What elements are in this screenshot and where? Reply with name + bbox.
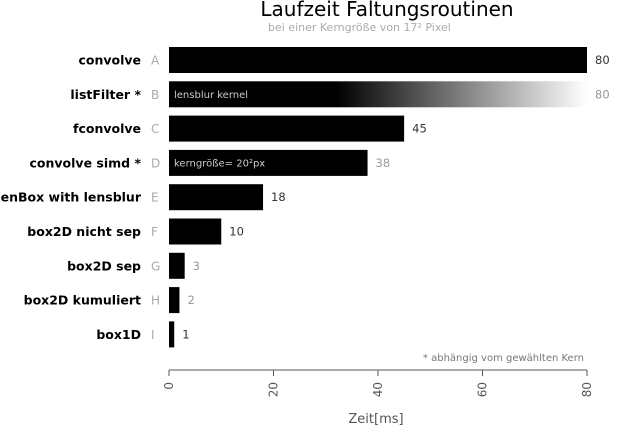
bar xyxy=(169,321,175,348)
x-tick-label: 60 xyxy=(476,382,490,397)
category-letter: E xyxy=(151,191,159,205)
category-label: convolve simd * xyxy=(30,155,142,170)
category-letter: C xyxy=(151,122,159,136)
category-label: box2D kumuliert xyxy=(24,293,141,308)
chart-title: Laufzeit Faltungsroutinen xyxy=(260,0,513,21)
value-label: 1 xyxy=(182,327,189,341)
value-label: 38 xyxy=(376,156,391,170)
bar xyxy=(169,184,264,211)
value-label: 3 xyxy=(193,259,200,273)
category-label: listFilter * xyxy=(70,87,141,102)
chart-note: * abhängig vom gewählten Kern xyxy=(423,353,584,364)
category-label: genBox with lensblur xyxy=(0,190,142,205)
category-letter: F xyxy=(151,225,158,239)
category-label: convolve xyxy=(78,53,141,68)
bar xyxy=(169,287,180,314)
value-label: 18 xyxy=(271,190,286,204)
category-letter: A xyxy=(151,54,160,68)
category-letter: I xyxy=(151,328,155,342)
category-letter: B xyxy=(151,88,159,102)
bar xyxy=(169,115,405,142)
bar xyxy=(169,81,587,108)
x-tick-label: 0 xyxy=(162,382,176,390)
bar xyxy=(169,149,368,176)
category-letter: H xyxy=(151,294,160,308)
value-label: 10 xyxy=(229,225,244,239)
category-label: box2D sep xyxy=(67,258,141,273)
category-label: box1D xyxy=(96,327,141,342)
value-label: 80 xyxy=(595,87,610,101)
x-tick-label: 20 xyxy=(267,382,281,397)
category-letter: G xyxy=(151,259,160,273)
bar xyxy=(169,252,185,279)
bar-annotation: lensblur kernel xyxy=(174,90,248,101)
x-tick-label: 80 xyxy=(580,382,594,397)
value-label: 80 xyxy=(595,53,610,67)
chart-subtitle: bei einer Kerngröße von 17² Pixel xyxy=(268,21,451,34)
bar-annotation: kerngröße= 20²px xyxy=(174,158,265,169)
category-label: fconvolve xyxy=(73,121,141,136)
x-tick-label: 40 xyxy=(371,382,385,397)
value-label: 45 xyxy=(412,122,427,136)
x-axis-label: Zeit[ms] xyxy=(348,412,403,427)
x-axis: 0 20 40 60 80 xyxy=(162,369,594,397)
category-label: box2D nicht sep xyxy=(27,224,141,239)
bar xyxy=(169,47,587,73)
category-letter: D xyxy=(151,156,160,170)
value-label: 2 xyxy=(187,293,194,307)
bar xyxy=(169,218,222,245)
